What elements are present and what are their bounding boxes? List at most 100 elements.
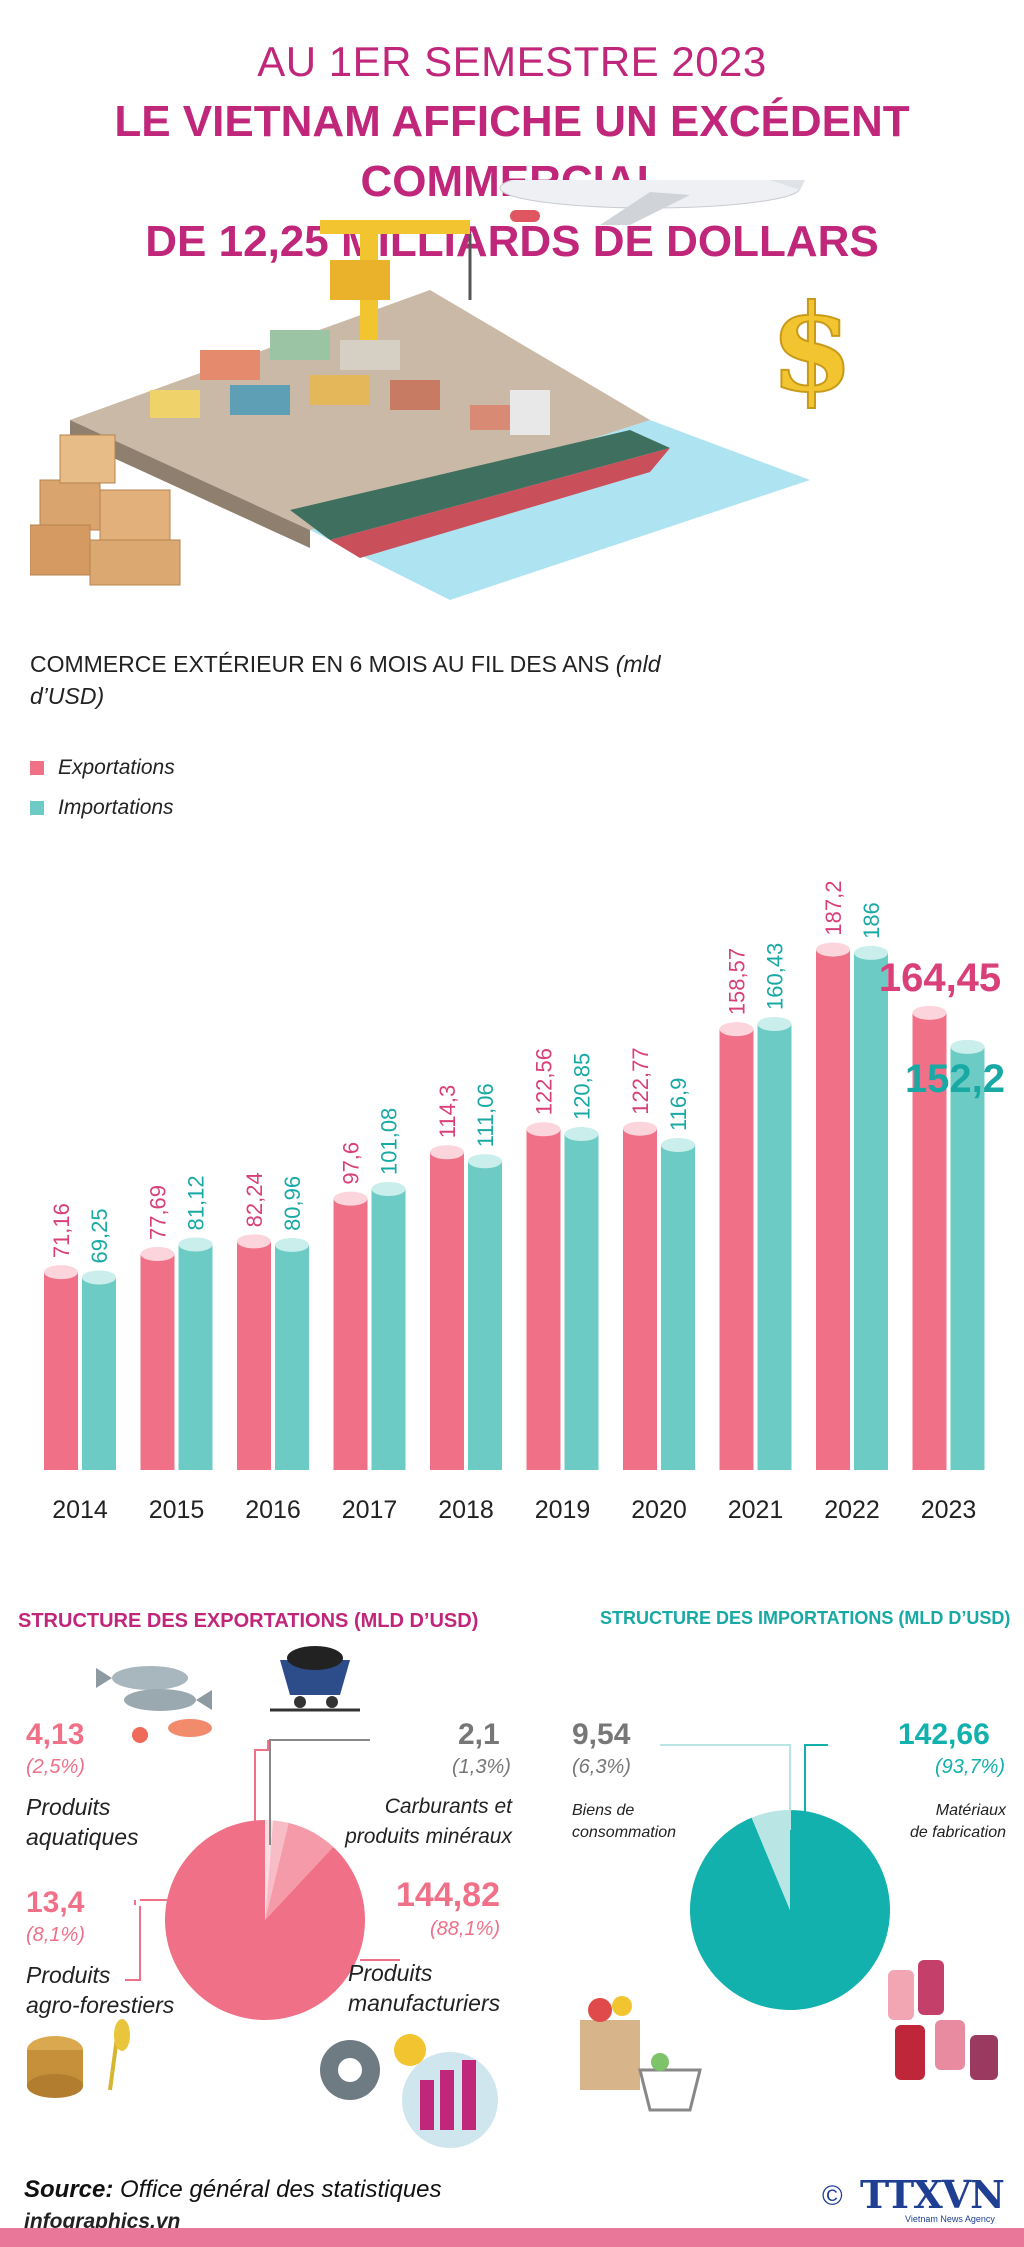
bar-export-2020	[623, 1128, 657, 1470]
value-label-import-2023: 152,2	[905, 1057, 1005, 1101]
year-label-2017: 2017	[342, 1496, 398, 1524]
bar-export-2014	[44, 1272, 78, 1470]
export-pie	[164, 1820, 365, 2020]
value-label-export-2021: 158,57	[725, 948, 750, 1015]
bar-cap-import-2019	[564, 1127, 599, 1142]
footer-bar	[0, 2228, 1024, 2247]
bar-export-2019	[526, 1129, 561, 1470]
consumer-value: 9,54	[572, 1718, 631, 1751]
legend-item-imports: Importations	[30, 796, 174, 820]
consumer-label: Biens de consommation	[572, 1800, 676, 1844]
value-label-import-2022: 186	[859, 902, 884, 939]
bar-export-2022	[816, 949, 850, 1470]
thread-spools-icon	[888, 1960, 998, 2080]
title-line-1: AU 1ER SEMESTRE 2023	[257, 38, 767, 85]
manu-label-1: Produits	[348, 1960, 433, 1986]
year-label-2019: 2019	[535, 1496, 591, 1524]
water-shape	[310, 420, 810, 600]
bar-chart-unit: (mld d’USD)	[30, 651, 661, 709]
year-label-2022: 2022	[824, 1496, 880, 1524]
consumer-label-1: Biens de	[572, 1802, 635, 1819]
bar-import-2018	[468, 1161, 502, 1470]
slice-manufactured	[164, 1820, 365, 2020]
bar-cap-import-2018	[468, 1154, 502, 1169]
bar-import-2023	[950, 1046, 985, 1470]
value-label-import-2016: 80,96	[280, 1176, 305, 1231]
value-label-import-2020: 116,9	[666, 1078, 691, 1131]
bar-cap-export-2019	[526, 1122, 561, 1137]
copyright-icon: ©	[822, 2180, 843, 2211]
value-label-export-2016: 82,24	[242, 1172, 267, 1227]
leader-line-consumer	[660, 1744, 791, 1830]
aquatic-percent: (2,5%)	[26, 1756, 85, 1778]
ttxvn-logo: TTXVN	[860, 2172, 1005, 2217]
airplane-icon	[499, 180, 805, 225]
manu-percent: (88,1%)	[430, 1918, 501, 1940]
slice-aquatic	[265, 1820, 289, 1920]
value-label-export-2014: 71,16	[49, 1203, 74, 1258]
consumer-percent: (6,3%)	[572, 1756, 631, 1778]
fuel-label-2: produits minéraux	[345, 1825, 512, 1848]
bar-cap-export-2021	[719, 1022, 754, 1037]
bar-export-2023	[912, 1012, 947, 1470]
port-ground	[70, 290, 650, 530]
value-label-export-2022: 187,2	[821, 881, 846, 936]
value-label-import-2021: 160,43	[763, 943, 788, 1010]
slice-consumer	[751, 1810, 790, 1910]
legend-item-exports: Exportations	[30, 756, 175, 780]
fish-icon	[96, 1666, 212, 1743]
pie-area	[27, 1646, 998, 2148]
bar-cap-import-2014	[82, 1270, 116, 1285]
materials-label-2: de fabrication	[909, 1824, 1006, 1841]
bar-cap-import-2017	[371, 1181, 406, 1196]
legend-label-exports: Exportations	[58, 756, 175, 779]
value-label-export-2023: 164,45	[879, 956, 1001, 1000]
aquatic-label-2: aquatiques	[26, 1824, 139, 1850]
materials-label-1: Matériaux	[935, 1802, 1006, 1819]
bar-cap-export-2015	[140, 1247, 175, 1262]
value-label-import-2019: 120,85	[570, 1053, 595, 1120]
materials-percent: (93,7%)	[935, 1756, 1006, 1778]
bar-export-2017	[333, 1198, 368, 1470]
bar-import-2015	[178, 1244, 213, 1470]
ttxvn-sub: Vietnam News Agency	[905, 2214, 995, 2224]
bar-import-2014	[82, 1277, 116, 1470]
value-label-import-2014: 69,25	[87, 1208, 112, 1263]
wood-rice-icon	[27, 2019, 130, 2098]
materials-value: 142,66	[898, 1718, 990, 1751]
legend-swatch-exports	[30, 761, 44, 776]
bar-export-2021	[719, 1029, 754, 1470]
manu-label-2: manufacturiers	[348, 1990, 501, 2016]
slice-agro-forestry	[265, 1822, 334, 1920]
agro-label-1: Produits	[26, 1962, 111, 1988]
bar-cap-import-2016	[275, 1237, 309, 1252]
aquatic-value: 4,13	[26, 1718, 85, 1751]
source-credit: Source: Office général des statistiques	[24, 2176, 442, 2204]
bar-cap-import-2022	[854, 945, 888, 960]
value-label-export-2020: 122,77	[628, 1047, 653, 1114]
port-edge	[70, 420, 310, 548]
source-text: Office général des statistiques	[113, 2176, 442, 2203]
year-label-2020: 2020	[631, 1496, 687, 1524]
value-label-import-2015: 81,12	[184, 1175, 209, 1230]
bar-cap-export-2017	[333, 1191, 368, 1206]
bar-export-2018	[430, 1152, 464, 1470]
bar-import-2016	[275, 1244, 309, 1470]
manu-value: 144,82	[396, 1876, 500, 1914]
agro-label-2: agro-forestiers	[26, 1992, 175, 2018]
bar-cap-export-2014	[44, 1265, 78, 1280]
leader-line-aquatic	[254, 1740, 269, 1840]
boxes-icon	[30, 434, 181, 586]
bar-import-2021	[757, 1024, 792, 1470]
title-line-3: DE 12,25 MILLIARDS DE DOLLARS	[145, 217, 879, 266]
year-label-2023: 2023	[921, 1496, 977, 1524]
fuel-label-1: Carburants et	[384, 1795, 512, 1818]
port-illustration: $	[30, 180, 855, 600]
gear-factory-icon	[320, 2034, 498, 2148]
bar-cap-export-2020	[623, 1121, 657, 1136]
year-label-2021: 2021	[728, 1496, 784, 1524]
leader-line-materials	[804, 1744, 828, 1830]
value-label-export-2018: 114,3	[435, 1085, 460, 1138]
bar-chart-title-text: COMMERCE EXTÉRIEUR EN 6 MOIS AU FIL DES …	[30, 651, 610, 677]
ship-icon	[290, 390, 670, 558]
